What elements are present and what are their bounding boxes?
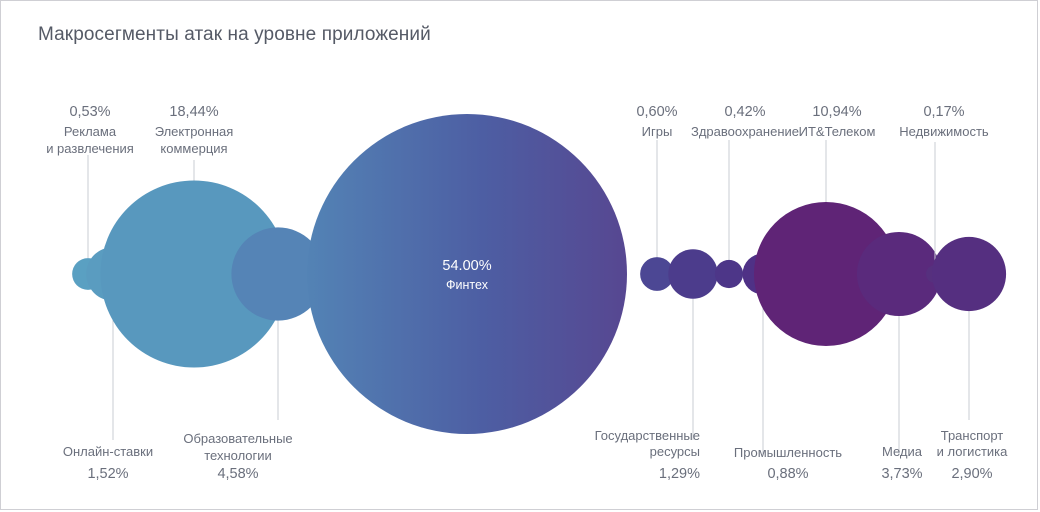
value-label: 18,44% [169, 104, 218, 120]
category-label: Электронная [155, 124, 234, 139]
category-label: Промышленность [734, 445, 842, 460]
bubble [753, 201, 899, 347]
value-label: 54.00% [442, 258, 491, 274]
value-label: 0,88% [767, 466, 808, 482]
category-label: Здравоохранение [691, 124, 799, 139]
category-label: Недвижимость [899, 124, 989, 139]
category-label: Финтех [446, 278, 489, 292]
bubble [856, 231, 942, 317]
value-label: 2,90% [951, 466, 992, 482]
category-label: Реклама [64, 124, 117, 139]
category-label: Игры [642, 124, 673, 139]
value-label: 4,58% [217, 466, 258, 482]
bubble [100, 180, 288, 368]
value-label: 1,29% [659, 466, 700, 482]
category-label: Государственные [595, 428, 700, 443]
category-label: ИТ&Телеком [799, 124, 876, 139]
category-label: технологии [204, 448, 272, 463]
value-label: 10,94% [812, 104, 861, 120]
bubble [307, 114, 627, 434]
category-label: Транспорт [941, 428, 1004, 443]
value-label: 0,53% [69, 104, 110, 120]
category-label: ресурсы [650, 444, 700, 459]
value-label: 0,60% [636, 104, 677, 120]
bubble [640, 257, 674, 291]
value-label: 1,52% [87, 466, 128, 482]
category-label: и развлечения [46, 141, 134, 156]
category-label: Онлайн-ставки [63, 444, 153, 459]
value-label: 0,42% [724, 104, 765, 120]
bubble [231, 227, 325, 321]
bubble [714, 259, 744, 289]
value-label: 3,73% [881, 466, 922, 482]
category-label: Медиа [882, 444, 923, 459]
value-label: 0,17% [923, 104, 964, 120]
category-label: коммерция [160, 141, 227, 156]
category-label: Образовательные [183, 431, 292, 446]
bubble [931, 236, 1007, 312]
category-label: и логистика [937, 444, 1009, 459]
bubble [668, 249, 718, 299]
chart-title: Макросегменты атак на уровне приложений [38, 24, 431, 45]
